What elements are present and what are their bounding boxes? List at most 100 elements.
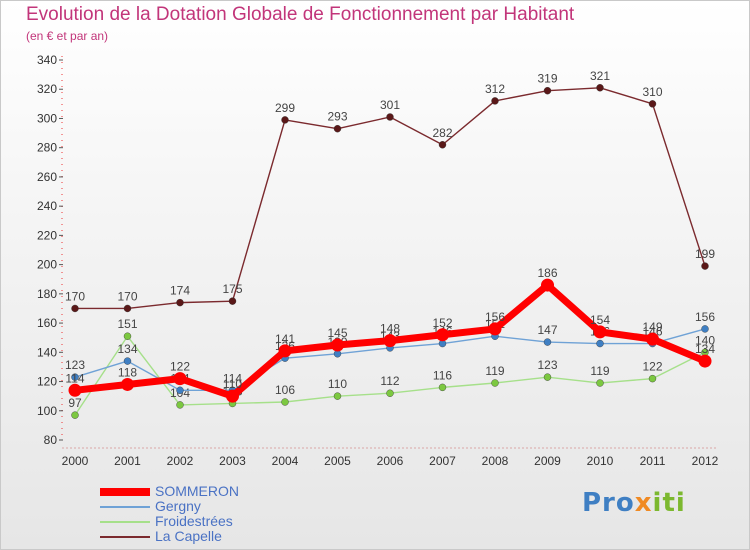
data-label-la-capelle: 170 (65, 289, 85, 303)
legend-item-sommeron: SOMMERON (100, 484, 320, 499)
legend-item-froidestrees: Froidestrées (100, 514, 320, 529)
data-point-sommeron (698, 354, 712, 368)
data-point-froidestr-es (123, 332, 132, 340)
y-tick-label: 160 (37, 316, 57, 330)
data-point-sommeron (488, 322, 502, 336)
data-point-la-capelle (123, 304, 132, 313)
data-label-froidestr-es: 119 (590, 364, 609, 378)
data-label-sommeron: 149 (642, 320, 662, 334)
y-tick-label: 120 (37, 375, 57, 389)
x-tick-label: 2012 (692, 454, 719, 468)
x-tick-label: 2003 (219, 454, 246, 468)
legend-item-la-capelle: La Capelle (100, 529, 320, 544)
data-label-la-capelle: 299 (275, 101, 295, 115)
data-label-sommeron: 122 (170, 360, 190, 374)
data-point-sommeron (173, 372, 187, 386)
legend-label-gergny: Gergny (155, 498, 201, 514)
y-tick-label: 100 (37, 404, 57, 418)
data-label-sommeron: 148 (380, 322, 400, 336)
data-point-sommeron (331, 338, 344, 352)
logo-part-1: Pro (582, 488, 635, 518)
data-label-gergny: 114 (223, 371, 242, 385)
data-point-froidestr-es (281, 398, 289, 406)
data-label-la-capelle: 170 (117, 289, 137, 303)
data-label-la-capelle: 175 (222, 282, 242, 296)
data-point-la-capelle (438, 141, 447, 149)
proxiti-logo: Proxiti (582, 488, 686, 518)
data-label-la-capelle: 174 (170, 284, 190, 298)
data-label-gergny: 123 (65, 358, 85, 372)
legend-label-sommeron: SOMMERON (155, 483, 239, 499)
data-point-la-capelle (386, 113, 394, 121)
data-label-froidestr-es: 116 (433, 368, 452, 382)
data-point-la-capelle (491, 97, 499, 105)
legend-label-froidestrees: Froidestrées (155, 513, 233, 529)
data-point-gergny (596, 339, 604, 348)
data-point-froidestr-es (648, 374, 657, 383)
data-point-gergny (543, 338, 552, 346)
data-point-sommeron (593, 325, 607, 339)
series-line-la-capelle (74, 87, 706, 310)
data-point-gergny (701, 325, 709, 333)
legend-swatch-gergny (100, 506, 150, 508)
y-tick-label: 200 (37, 258, 57, 272)
data-point-la-capelle (333, 124, 342, 133)
data-point-froidestr-es (596, 379, 604, 387)
data-point-froidestr-es (491, 379, 499, 387)
y-tick-label: 180 (37, 287, 57, 301)
data-label-froidestr-es: 123 (537, 358, 557, 372)
x-tick-label: 2000 (62, 454, 89, 468)
data-point-gergny (71, 373, 79, 381)
x-tick-label: 2001 (114, 454, 141, 468)
data-label-la-capelle: 321 (590, 69, 610, 83)
data-label-la-capelle: 319 (537, 72, 557, 86)
y-tick-label: 300 (37, 111, 57, 125)
data-point-froidestr-es (71, 411, 79, 419)
legend: SOMMERON Gergny Froidestrées La Capelle (100, 484, 320, 544)
data-point-froidestr-es (176, 401, 184, 409)
x-tick-label: 2002 (167, 454, 194, 468)
data-point-sommeron (226, 389, 239, 403)
logo-part-2: x (634, 488, 653, 518)
data-label-sommeron: 154 (590, 313, 610, 327)
data-point-la-capelle (596, 84, 604, 92)
data-point-la-capelle (71, 304, 79, 313)
y-tick-label: 260 (37, 170, 57, 184)
data-point-la-capelle (228, 297, 237, 305)
chart-title: Evolution de la Dotation Globale de Fonc… (26, 4, 575, 25)
data-point-sommeron (121, 377, 134, 391)
data-label-froidestr-es: 151 (117, 317, 137, 331)
y-tick-label: 220 (37, 228, 57, 242)
y-tick-label: 280 (37, 141, 57, 155)
data-label-froidestr-es: 97 (68, 396, 82, 410)
data-point-sommeron (646, 332, 659, 346)
data-point-froidestr-es (438, 383, 447, 392)
x-tick-label: 2007 (429, 454, 456, 468)
data-point-la-capelle (176, 298, 184, 307)
data-point-froidestr-es (333, 392, 342, 400)
data-label-froidestr-es: 112 (380, 374, 399, 388)
data-label-froidestr-es: 122 (642, 360, 662, 374)
y-tick-label: 320 (37, 82, 57, 96)
data-point-la-capelle (648, 100, 657, 108)
x-tick-label: 2005 (324, 454, 351, 468)
data-label-froidestr-es: 106 (275, 383, 295, 397)
data-point-sommeron (278, 344, 292, 358)
data-label-gergny: 147 (537, 323, 557, 337)
data-label-froidestr-es: 140 (695, 333, 715, 347)
y-tick-label: 340 (37, 53, 57, 67)
data-point-froidestr-es (386, 389, 394, 397)
y-tick-label: 140 (37, 345, 57, 359)
chart-subtitle: (en € et par an) (26, 29, 109, 43)
x-tick-label: 2011 (640, 454, 666, 468)
data-label-froidestr-es: 110 (328, 377, 347, 391)
data-point-la-capelle (701, 262, 709, 270)
data-label-froidestr-es: 119 (485, 364, 504, 378)
y-tick-label: 80 (44, 433, 58, 447)
data-point-froidestr-es (543, 373, 552, 381)
data-label-gergny: 134 (117, 342, 137, 356)
data-label-sommeron: 156 (485, 310, 505, 324)
legend-item-gergny: Gergny (100, 499, 320, 514)
data-label-la-capelle: 282 (432, 126, 452, 140)
